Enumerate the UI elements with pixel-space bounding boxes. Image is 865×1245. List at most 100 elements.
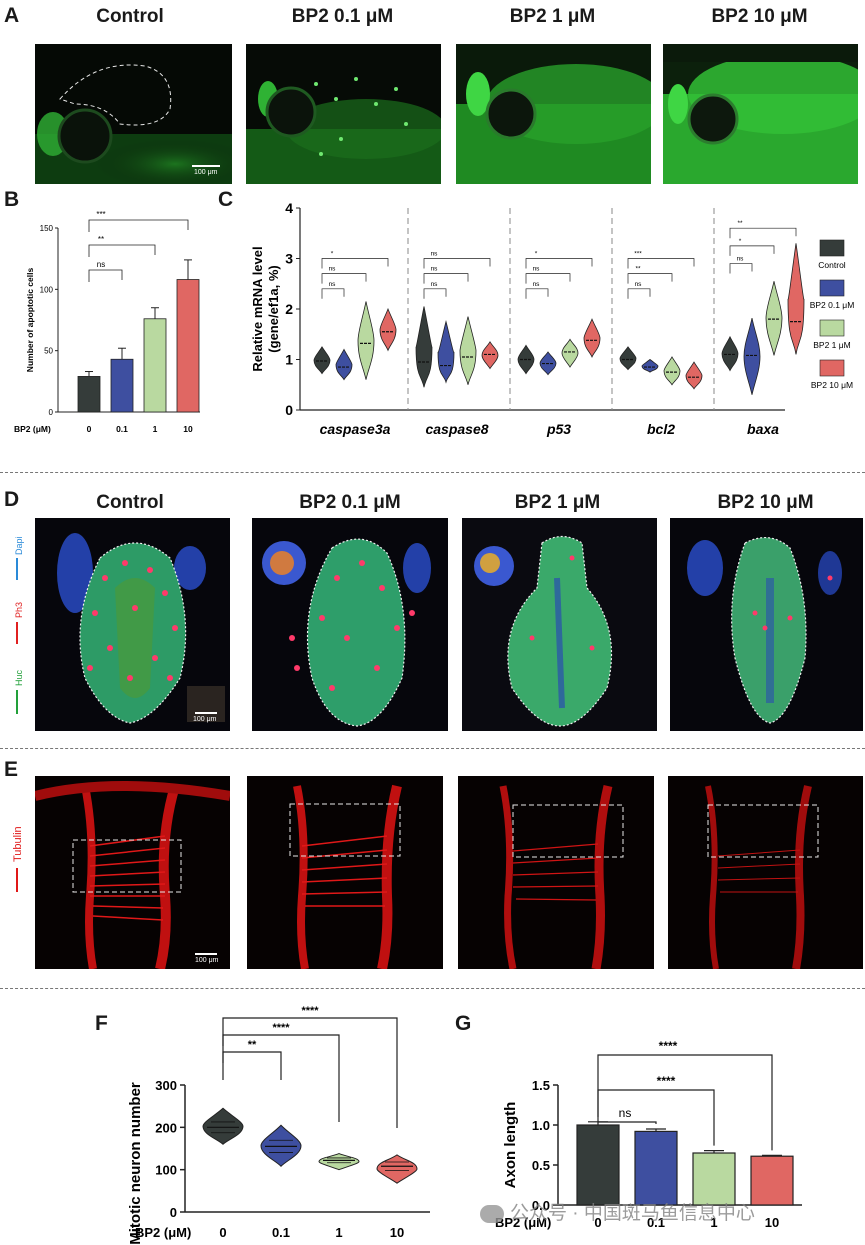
- y-tick-label: 2: [285, 301, 293, 317]
- chart-c-mrna-violin: 0 1 2 3 4 Relative mRNA level (gene/ef1a, %) ca…: [250, 200, 855, 437]
- scale-bar-label: 100 μm: [193, 716, 217, 723]
- confocal-image-bp2-01-d: [252, 518, 448, 731]
- significance-bracket: [423, 288, 447, 299]
- bar: [110, 358, 134, 413]
- scale-bar: [192, 165, 220, 167]
- panel-label-d: D: [4, 488, 20, 511]
- violin: [663, 356, 681, 386]
- significance-bracket: [321, 288, 345, 299]
- violin: [743, 318, 761, 395]
- column-title-bp2-01-d: BP2 0.1 μM: [299, 492, 401, 513]
- significance-label: *: [739, 238, 742, 245]
- significance-label: **: [737, 220, 743, 227]
- chart-g-axon-length: 0.0 0.5 1.0 1.5 Axon length 0 0.1 1 10 BP2 (μM) ns…: [495, 1039, 802, 1230]
- bar: [176, 279, 200, 413]
- violin: [685, 361, 703, 390]
- significance-label: ns: [635, 281, 643, 288]
- fluorescence-image-bp2-1-a: [456, 44, 651, 184]
- panel-label-b: B: [4, 188, 20, 211]
- significance-label: ****: [659, 1039, 678, 1053]
- wechat-icon: [480, 1204, 504, 1223]
- channel-line-dapi: [16, 558, 18, 580]
- legend-label: BP2 0.1 μM: [810, 300, 855, 310]
- significance-label: ns: [431, 251, 439, 258]
- x-tick-label: 0: [594, 1215, 601, 1230]
- violin: [641, 358, 659, 373]
- x-tick-label: 1: [153, 424, 158, 434]
- section-divider: [0, 748, 865, 749]
- x-tick-label: 10: [390, 1225, 404, 1240]
- significance-bracket: [729, 263, 753, 274]
- y-tick-label: 1.5: [532, 1078, 550, 1093]
- scale-bar-label: 100 μm: [195, 957, 219, 964]
- y-axis-label: Axon length: [502, 1102, 519, 1189]
- significance-label: ns: [533, 266, 541, 273]
- significance-label: **: [635, 266, 641, 273]
- significance-label: ns: [329, 281, 337, 288]
- y-tick-label: 1.0: [532, 1118, 550, 1133]
- y-tick-label: 0.5: [532, 1158, 550, 1173]
- significance-bracket: [88, 269, 123, 282]
- legend-label: BP2 10 μM: [811, 380, 853, 390]
- x-axis-label: BP2 (μM): [14, 424, 51, 434]
- panel-label-g: G: [455, 1012, 472, 1035]
- column-title-bp2-10-d: BP2 10 μM: [717, 492, 814, 513]
- y-axis-label: Number of apoptotic cells: [25, 268, 35, 373]
- watermark: 公众号 · 中国斑马鱼信息中心: [480, 1198, 755, 1225]
- x-axis-label: BP2 (μM): [135, 1225, 191, 1240]
- significance-bracket: [222, 1034, 340, 1122]
- y-tick-label: 300: [155, 1078, 177, 1093]
- section-divider: [0, 472, 865, 473]
- violin: [379, 307, 397, 352]
- significance-bracket: [88, 244, 156, 257]
- y-axis-label-line1: Relative mRNA level: [250, 246, 265, 371]
- scale-bar: [195, 953, 217, 955]
- significance-label: ***: [96, 210, 105, 219]
- x-tick-label: 0.1: [116, 424, 128, 434]
- violin: [765, 281, 783, 356]
- violin: [787, 243, 805, 355]
- fluorescence-image-bp2-01-a: [246, 44, 441, 184]
- fluorescence-image-bp2-10-a: [663, 44, 858, 184]
- significance-label: ***: [634, 251, 642, 258]
- significance-bracket: [597, 1117, 657, 1124]
- x-tick-label: 10: [765, 1215, 779, 1230]
- legend-label: BP2 1 μM: [813, 340, 851, 350]
- significance-bracket: [525, 258, 593, 269]
- channel-label-dapi: Dapi: [14, 536, 24, 555]
- bar: [750, 1155, 794, 1206]
- column-title-control-a: Control: [96, 6, 164, 27]
- confocal-image-control-d: [35, 518, 230, 731]
- significance-bracket: [597, 1054, 773, 1151]
- y-tick-label: 150: [40, 224, 54, 233]
- x-axis-label: BP2 (μM): [495, 1215, 551, 1230]
- violin: [721, 335, 739, 372]
- y-tick-label: 0.0: [532, 1198, 550, 1213]
- significance-bracket: [729, 245, 775, 256]
- fluorescence-image-control-a: [35, 44, 232, 184]
- violin: [260, 1124, 302, 1167]
- x-tick-label: 1: [335, 1225, 342, 1240]
- significance-label: *: [535, 251, 538, 258]
- gene-label: p53: [546, 421, 571, 437]
- tubulin-image-bp2-1-e: [458, 776, 654, 969]
- scale-bar: [195, 712, 217, 714]
- panel-label-f: F: [95, 1012, 108, 1035]
- significance-bracket: [627, 258, 695, 269]
- significance-label: ns: [97, 260, 105, 269]
- significance-bracket: [627, 288, 651, 299]
- chart-f-mitotic-neurons: 0 100 200 300 Mitotic neuron number 0 0.1 1 10 BP…: [127, 1005, 430, 1245]
- tubulin-image-bp2-01-e: [247, 776, 443, 969]
- y-tick-label: 3: [285, 251, 293, 267]
- gene-label: caspase3a: [320, 421, 391, 437]
- y-axis-label: Mitotic neuron number: [127, 1082, 144, 1245]
- y-tick-label: 100: [155, 1163, 177, 1178]
- significance-label: *: [331, 251, 334, 258]
- chart-b-apoptotic-cells: 0 50 100 150 Number of apoptotic cells 0 0.1 1 1…: [14, 210, 200, 434]
- legend-swatch: [819, 279, 845, 297]
- violin: [318, 1153, 360, 1171]
- significance-bracket: [88, 219, 189, 232]
- channel-label-ph3: Ph3: [14, 601, 24, 618]
- significance-bracket: [729, 227, 797, 239]
- y-tick-label: 0: [170, 1205, 177, 1220]
